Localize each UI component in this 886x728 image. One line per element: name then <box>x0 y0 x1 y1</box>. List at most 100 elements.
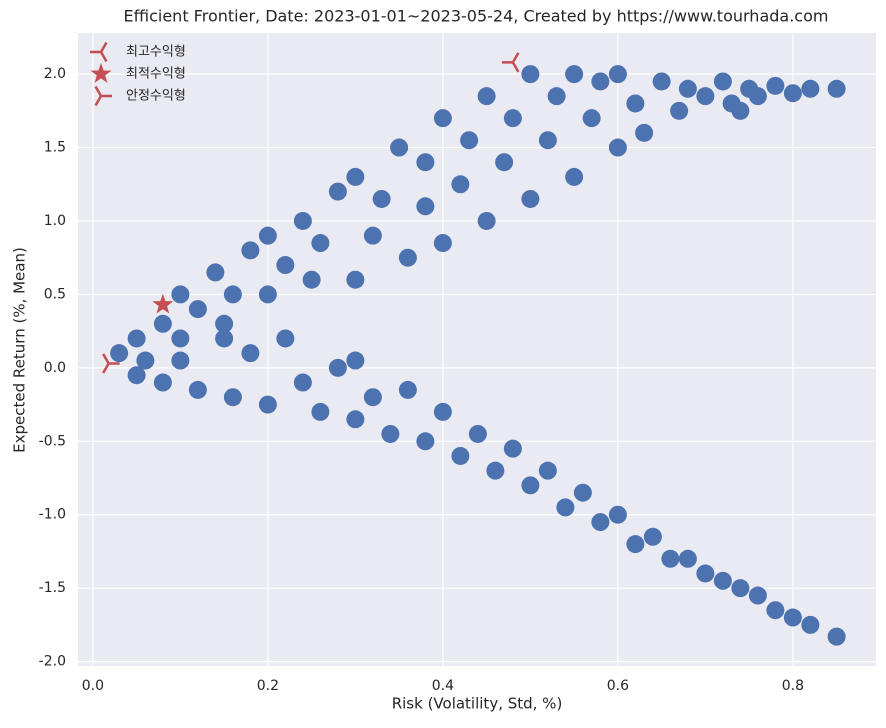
y-tick-label: 2.0 <box>44 66 66 82</box>
y-tick-label: 1.5 <box>44 140 66 156</box>
x-tick-label: 0.0 <box>82 678 104 694</box>
x-tick-label: 0.6 <box>607 678 629 694</box>
point <box>276 329 295 348</box>
point <box>652 72 671 91</box>
x-tick-label: 0.2 <box>257 678 279 694</box>
point <box>503 439 522 458</box>
point <box>573 483 592 502</box>
point <box>608 138 627 157</box>
point <box>241 241 260 260</box>
point <box>521 189 540 208</box>
point <box>468 424 487 443</box>
point <box>398 380 417 399</box>
point <box>302 270 321 289</box>
point <box>276 256 295 275</box>
point <box>635 123 654 142</box>
point <box>293 373 312 392</box>
x-tick-label: 0.4 <box>432 678 454 694</box>
legend-label: 최고수익형 <box>126 45 186 60</box>
point <box>223 285 242 304</box>
tri-marker <box>94 85 112 107</box>
point <box>346 351 365 370</box>
point <box>591 513 610 532</box>
point <box>670 101 689 120</box>
point <box>206 263 225 282</box>
star-marker <box>152 293 174 314</box>
point <box>696 87 715 106</box>
point <box>346 270 365 289</box>
point <box>416 197 435 216</box>
point <box>783 608 802 627</box>
point <box>433 109 452 128</box>
tri-marker <box>102 353 120 374</box>
point <box>521 65 540 84</box>
legend-label: 최적수익형 <box>126 67 186 82</box>
point <box>827 79 846 98</box>
point <box>433 234 452 253</box>
point <box>626 94 645 113</box>
point <box>661 549 680 568</box>
point <box>171 351 190 370</box>
point <box>678 549 697 568</box>
point <box>328 182 347 201</box>
point <box>766 76 785 95</box>
point <box>608 505 627 524</box>
y-tick-label: -2.0 <box>39 654 66 670</box>
point <box>591 72 610 91</box>
point <box>372 189 391 208</box>
point <box>127 329 146 348</box>
point <box>363 226 382 245</box>
point <box>801 79 820 98</box>
point <box>565 167 584 186</box>
point <box>626 535 645 554</box>
point <box>801 615 820 634</box>
point <box>460 131 479 150</box>
y-axis-label: Expected Return (%, Mean) <box>11 247 29 453</box>
chart-title: Efficient Frontier, Date: 2023-01-01~202… <box>124 7 829 26</box>
point <box>241 344 260 363</box>
y-tick-label: -1.0 <box>39 507 66 523</box>
grid <box>78 33 876 666</box>
point <box>731 101 750 120</box>
point <box>766 601 785 620</box>
y-tick-label: 0.0 <box>44 360 66 376</box>
point <box>188 380 207 399</box>
point <box>713 571 732 590</box>
point <box>547 87 566 106</box>
marks <box>102 52 846 646</box>
point <box>346 410 365 429</box>
point <box>556 498 575 517</box>
y-tick-label: 0.5 <box>44 286 66 302</box>
y-tick-label: -1.5 <box>39 580 66 596</box>
point <box>643 527 662 546</box>
point <box>678 79 697 98</box>
point <box>521 476 540 495</box>
point <box>608 65 627 84</box>
point <box>188 300 207 319</box>
point <box>416 432 435 451</box>
point <box>293 211 312 230</box>
point <box>486 461 505 480</box>
legend-label: 안정수익형 <box>126 89 186 104</box>
point <box>258 285 277 304</box>
point <box>258 395 277 414</box>
point <box>538 131 557 150</box>
point <box>538 461 557 480</box>
point <box>495 153 514 172</box>
point <box>748 87 767 106</box>
point <box>311 234 330 253</box>
point <box>311 402 330 421</box>
point <box>451 175 470 194</box>
point <box>416 153 435 172</box>
point <box>477 211 496 230</box>
tri-marker <box>90 41 108 63</box>
point <box>783 84 802 103</box>
point <box>363 388 382 407</box>
point <box>171 285 190 304</box>
point <box>565 65 584 84</box>
star-marker <box>90 63 112 83</box>
point <box>328 358 347 377</box>
point <box>153 314 172 333</box>
